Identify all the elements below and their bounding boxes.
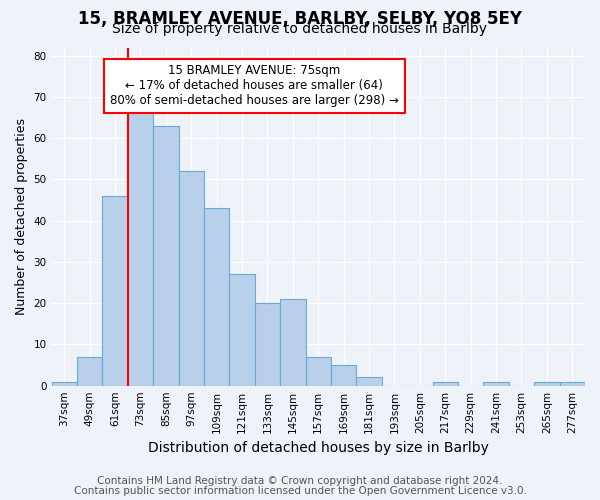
Bar	[280, 299, 305, 386]
Bar	[560, 382, 585, 386]
Y-axis label: Number of detached properties: Number of detached properties	[15, 118, 28, 315]
Bar	[229, 274, 255, 386]
X-axis label: Distribution of detached houses by size in Barlby: Distribution of detached houses by size …	[148, 441, 489, 455]
Bar	[103, 196, 128, 386]
Bar	[534, 382, 560, 386]
Bar	[331, 365, 356, 386]
Bar	[484, 382, 509, 386]
Text: 15, BRAMLEY AVENUE, BARLBY, SELBY, YO8 5EY: 15, BRAMLEY AVENUE, BARLBY, SELBY, YO8 5…	[78, 10, 522, 28]
Text: Contains public sector information licensed under the Open Government Licence v3: Contains public sector information licen…	[74, 486, 526, 496]
Bar	[433, 382, 458, 386]
Text: Size of property relative to detached houses in Barlby: Size of property relative to detached ho…	[113, 22, 487, 36]
Bar	[153, 126, 179, 386]
Bar	[128, 110, 153, 386]
Text: Contains HM Land Registry data © Crown copyright and database right 2024.: Contains HM Land Registry data © Crown c…	[97, 476, 503, 486]
Bar	[179, 171, 204, 386]
Bar	[204, 208, 229, 386]
Bar	[305, 357, 331, 386]
Bar	[255, 303, 280, 386]
Bar	[356, 378, 382, 386]
Bar	[77, 357, 103, 386]
Bar	[52, 382, 77, 386]
Text: 15 BRAMLEY AVENUE: 75sqm
← 17% of detached houses are smaller (64)
80% of semi-d: 15 BRAMLEY AVENUE: 75sqm ← 17% of detach…	[110, 64, 398, 108]
